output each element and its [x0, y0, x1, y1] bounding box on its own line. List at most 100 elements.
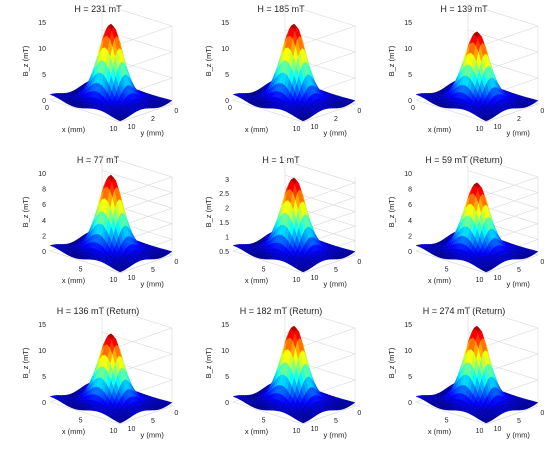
z-axis: 0 5 10 15	[404, 322, 412, 407]
y-tick-label: 5	[334, 267, 338, 274]
y-tick-label: 10	[311, 275, 319, 282]
x-axis: 0 10	[228, 105, 300, 133]
y-axis: 0 5 10	[311, 259, 362, 282]
surface-mesh	[232, 23, 356, 122]
z-tick-label: 15	[404, 20, 412, 27]
y-axis-label: y (mm)	[507, 431, 531, 440]
y-tick-label: 0	[540, 410, 544, 417]
z-tick-label: 10	[221, 46, 229, 53]
z-tick-label: 0	[225, 400, 229, 407]
z-tick-label: 10	[38, 171, 46, 178]
x-tick-label: 5	[262, 267, 266, 274]
x-tick-label: 10	[476, 277, 484, 284]
surface-plot-2: H = 185 mT 0 5 10 15 B_z (mT) 0 10 x (mm) 0 2 10 y (…	[204, 3, 361, 138]
z-tick-label: 1.5	[219, 220, 229, 227]
surface-plot-5: H = 1 mT 0.5 1 1.5 2 2.5 3 B_z (mT) 5 10 x (mm) 0 5 1…	[204, 155, 362, 289]
z-axis-label: B_z (mT)	[204, 196, 213, 227]
x-tick-label: 10	[110, 277, 118, 284]
y-tick-label: 2	[151, 116, 155, 123]
y-axis: 0 2 10	[128, 108, 179, 131]
y-tick-label: 0	[540, 108, 544, 115]
y-axis-label: y (mm)	[324, 280, 348, 289]
surface-plot-1: H = 231 mT 0 5 10 15 B_z (mT) 0 10 x (mm) 0 2 10 y (…	[21, 3, 179, 138]
y-tick-label: 0	[357, 108, 361, 115]
plot-title: H = 185 mT	[257, 4, 305, 14]
y-tick-label: 2	[334, 116, 338, 123]
x-axis-label: x (mm)	[245, 276, 269, 285]
plot-title: H = 182 mT (Return)	[240, 306, 323, 316]
z-axis: 0 5 10 15	[38, 322, 46, 407]
z-tick-label: 4	[408, 218, 412, 225]
plot-title: H = 231 mT	[74, 4, 122, 14]
z-axis: 0 5 10 15	[404, 20, 412, 105]
z-tick-label: 5	[225, 72, 229, 79]
plot-title: H = 1 mT	[262, 155, 300, 165]
x-axis-label: x (mm)	[245, 125, 269, 134]
z-axis: 0 5 10 15	[221, 20, 229, 105]
x-axis: 0 10	[45, 105, 117, 133]
surface-mesh	[49, 333, 173, 424]
z-axis-label: B_z (mT)	[204, 45, 213, 76]
x-tick-label: 10	[476, 126, 484, 133]
y-tick-label: 10	[494, 426, 502, 433]
x-tick-label: 10	[110, 428, 118, 435]
y-tick-label: 5	[517, 418, 521, 425]
x-tick-label: 10	[293, 126, 301, 133]
x-axis: 0 10	[411, 105, 483, 133]
y-tick-label: 0	[174, 108, 178, 115]
z-tick-label: 5	[42, 72, 46, 79]
surface-plot-9: H = 274 mT (Return) 0 5 10 15 B_z (mT) 5 10 x (m…	[387, 305, 545, 440]
surface-plot-8: H = 182 mT (Return) 0 5 10 15 B_z (mT) 5 10 x (m…	[204, 305, 362, 440]
z-tick-label: 0	[408, 249, 412, 256]
surface-mesh	[415, 31, 539, 122]
z-tick-label: 0.5	[219, 249, 229, 256]
x-tick-label: 10	[293, 277, 301, 284]
z-axis-label: B_z (mT)	[387, 196, 396, 227]
z-axis: 0.5 1 1.5 2 2.5 3	[219, 177, 229, 256]
y-axis: 0 5 10	[494, 410, 545, 433]
surface-plot-3: H = 139 mT 0 5 10 15 B_z (mT) 0 10 x (mm) 0 2 10 y (…	[387, 3, 545, 138]
z-axis-label: B_z (mT)	[204, 347, 213, 378]
y-axis-label: y (mm)	[507, 280, 531, 289]
x-axis: 5 10	[445, 267, 484, 284]
z-axis: 0 2 4 6 8 10	[38, 171, 46, 256]
x-axis-label: x (mm)	[428, 276, 452, 285]
x-tick-label: 0	[228, 105, 232, 112]
y-tick-label: 2	[517, 116, 521, 123]
x-axis-label: x (mm)	[245, 427, 269, 436]
plot-title: H = 139 mT	[440, 4, 488, 14]
z-tick-label: 3	[225, 177, 229, 184]
z-tick-label: 10	[404, 171, 412, 178]
z-tick-label: 10	[221, 348, 229, 355]
surface-mesh	[49, 174, 173, 273]
z-tick-label: 10	[404, 348, 412, 355]
surface-plot-6: H = 59 mT (Return) 0 2 4 6 8 10 B_z (mT) 5 10 x (m…	[387, 154, 544, 289]
plot-title: H = 136 mT (Return)	[57, 306, 140, 316]
y-axis: 0 5 10	[311, 410, 362, 433]
z-tick-label: 15	[38, 322, 46, 329]
y-tick-label: 5	[334, 418, 338, 425]
z-axis-label: B_z (mT)	[387, 45, 396, 76]
x-axis-label: x (mm)	[428, 125, 452, 134]
z-tick-label: 10	[38, 46, 46, 53]
y-axis: 0 2 10	[494, 108, 545, 131]
y-tick-label: 0	[174, 410, 178, 417]
z-tick-label: 0	[42, 98, 46, 105]
surface-plot-4: H = 77 mT 0 2 4 6 8 10 B_z (mT) 5 10 x (mm) 0 5 10 y (…	[21, 154, 178, 289]
surface-mesh	[232, 177, 356, 273]
z-tick-label: 0	[408, 98, 412, 105]
surface-mesh	[49, 23, 173, 122]
z-tick-label: 2	[225, 206, 229, 213]
x-axis: 5 10	[445, 418, 484, 435]
y-tick-label: 0	[174, 259, 178, 266]
z-tick-label: 15	[404, 322, 412, 329]
z-axis: 0 5 10 15	[38, 20, 46, 105]
y-tick-label: 0	[357, 410, 361, 417]
y-axis-label: y (mm)	[324, 431, 348, 440]
z-axis-label: B_z (mT)	[21, 196, 30, 227]
y-axis-label: y (mm)	[141, 129, 165, 138]
plot-title: H = 77 mT	[77, 155, 120, 165]
z-axis-label: B_z (mT)	[21, 347, 30, 378]
z-tick-label: 15	[38, 20, 46, 27]
